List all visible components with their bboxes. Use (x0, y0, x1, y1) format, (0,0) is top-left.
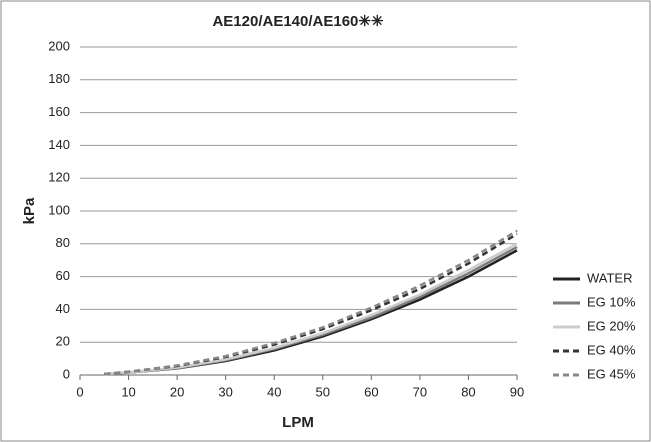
y-tick-label: 180 (48, 71, 70, 86)
y-tick-label: 140 (48, 137, 70, 152)
y-tick-label: 120 (48, 170, 70, 185)
series-line (104, 242, 518, 376)
y-tick-label: 60 (56, 268, 70, 283)
x-tick-label: 0 (76, 384, 83, 399)
x-tick-label: 40 (267, 384, 281, 399)
legend-label: EG 40% (587, 342, 636, 357)
x-tick-label: 70 (413, 384, 427, 399)
y-tick-label: 80 (56, 235, 70, 250)
x-axis-label: LPM (282, 414, 314, 431)
x-tick-label: 80 (461, 384, 475, 399)
y-tick-label: 40 (56, 301, 70, 316)
chart-title: AE120/AE140/AE160✳✳ (212, 13, 383, 30)
y-tick-label: 200 (48, 38, 70, 53)
legend-label: EG 10% (587, 294, 636, 309)
legend-label: WATER (587, 270, 633, 285)
x-tick-label: 10 (121, 384, 135, 399)
x-tick-label: 90 (510, 384, 524, 399)
y-tick-label: 20 (56, 334, 70, 349)
x-tick-label: 50 (316, 384, 330, 399)
x-tick-label: 20 (170, 384, 184, 399)
x-tick-label: 60 (364, 384, 378, 399)
legend-label: EG 45% (587, 366, 636, 381)
legend-label: EG 20% (587, 318, 636, 333)
y-tick-label: 0 (63, 366, 70, 381)
x-tick-label: 30 (218, 384, 232, 399)
y-tick-label: 100 (48, 202, 70, 217)
y-tick-label: 160 (48, 104, 70, 119)
y-axis-label: kPa (21, 197, 38, 224)
